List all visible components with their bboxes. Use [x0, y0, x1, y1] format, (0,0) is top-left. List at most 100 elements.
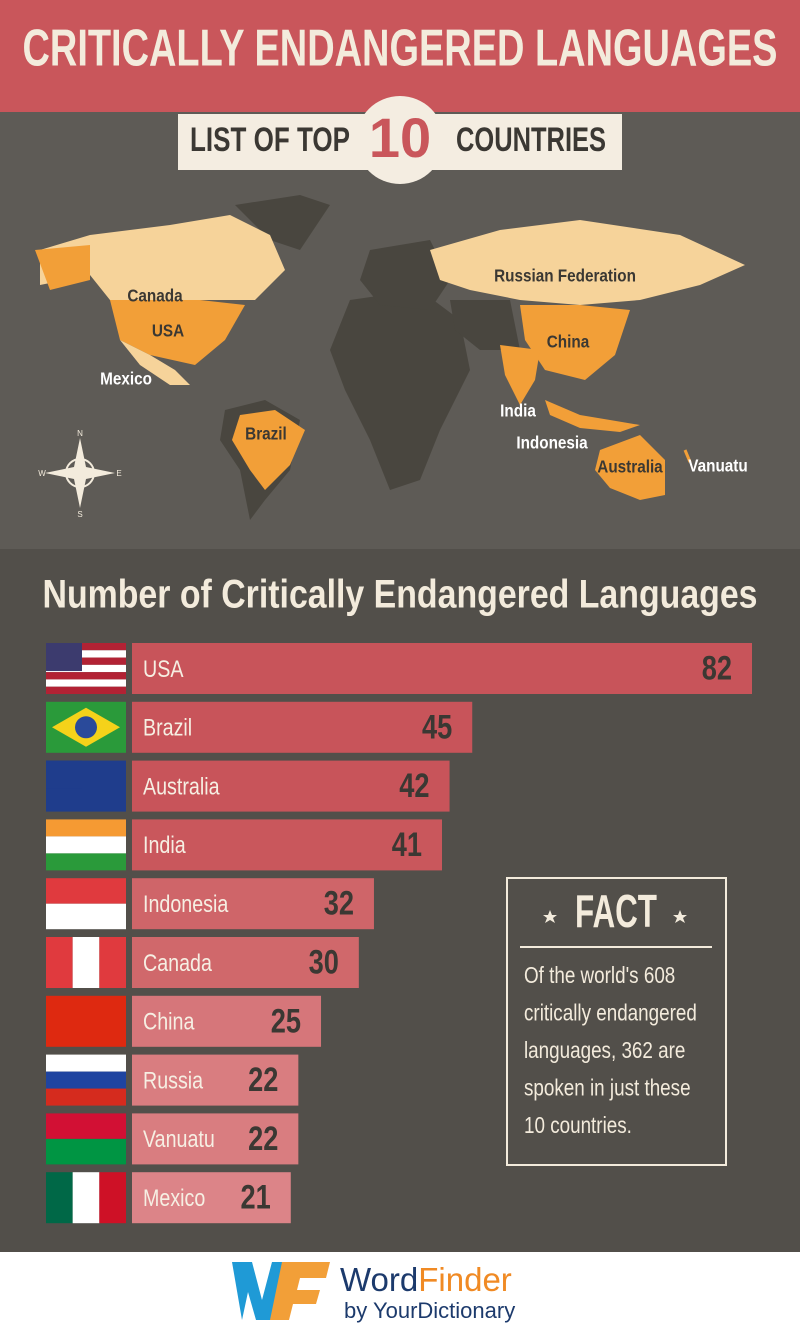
star: [543, 910, 557, 923]
flag-canton: [46, 643, 82, 672]
flag-stripe: [46, 679, 126, 687]
compass-letter: W: [38, 469, 46, 478]
fact-box: FACT: [506, 877, 727, 1166]
bar: [132, 643, 752, 694]
compass-star: [45, 438, 115, 508]
title: CRITICALLY ENDANGERED LANGUAGES: [23, 20, 778, 78]
flag-stripe: [46, 1088, 126, 1106]
flag-stripe: [46, 643, 126, 651]
flag-stripe: [46, 1172, 73, 1224]
header-band: [0, 0, 800, 112]
category-label: Australia: [143, 773, 220, 800]
bar: [132, 701, 473, 753]
category-label: Vanuatu: [143, 1125, 215, 1152]
fact-line: languages, 362 are: [524, 1038, 685, 1063]
map-label: India: [500, 401, 536, 421]
number-circle: [356, 96, 444, 184]
subtitle-number: 10: [369, 106, 431, 169]
compass-ring: [65, 458, 95, 488]
flag: [46, 878, 126, 930]
flag: [46, 1113, 126, 1165]
bar: [132, 995, 322, 1047]
china-shape: [520, 305, 630, 380]
india-shape: [500, 345, 540, 405]
map-label: Russian Federation: [494, 266, 636, 286]
bar: [132, 819, 442, 871]
australia-shape: [595, 435, 665, 500]
map-label: China: [547, 332, 590, 352]
category-label: Canada: [143, 949, 213, 976]
flag-stripe: [99, 1172, 126, 1224]
chart-title: Number of Critically Endangered Language…: [43, 573, 758, 617]
bar: [132, 878, 374, 930]
flag-stripe: [46, 878, 126, 904]
flag-stripe: [46, 903, 126, 930]
africa: [330, 290, 470, 490]
flag-stripe: [46, 650, 126, 658]
flag-stripe: [46, 995, 126, 1047]
flag: [46, 937, 126, 988]
mexico-shape: [120, 340, 190, 385]
flag-stripe: [72, 937, 100, 988]
bar: [132, 1172, 291, 1224]
flag-stripe: [46, 657, 126, 665]
star: [673, 910, 687, 923]
category-label: Indonesia: [143, 890, 229, 917]
category-label: Russia: [143, 1067, 204, 1094]
flag-stripe: [46, 819, 126, 837]
map-label: Canada: [127, 286, 183, 306]
flag-stripe: [46, 664, 126, 673]
map-label: Indonesia: [516, 433, 588, 453]
fact-border: [506, 877, 727, 1166]
map-label: Australia: [597, 457, 663, 477]
category-label: Mexico: [143, 1184, 205, 1211]
footer-background: [0, 1252, 800, 1329]
flag-stripe: [46, 1054, 126, 1072]
europe: [360, 240, 450, 310]
flag-stripe: [46, 672, 126, 680]
fact-line: critically endangered: [524, 1001, 697, 1026]
map-label: Brazil: [245, 424, 287, 444]
value-label: 21: [241, 1178, 271, 1217]
flag-stripe: [46, 836, 126, 854]
compass-letter: E: [116, 469, 121, 478]
subtitle-prefix: LIST OF TOP: [190, 121, 350, 159]
flag-stripe: [99, 937, 126, 988]
middle-east: [450, 300, 520, 350]
compass-letter: N: [77, 429, 83, 438]
category-label: China: [143, 1008, 195, 1035]
bar: [132, 1054, 299, 1106]
flag-stripe: [72, 1172, 100, 1224]
fact-line: spoken in just these: [524, 1076, 691, 1101]
bar: [132, 1113, 299, 1165]
flag: [46, 1172, 126, 1224]
flag-stripe: [46, 937, 73, 988]
greenland: [235, 195, 330, 250]
compass-letter: S: [77, 510, 82, 519]
flag: [46, 760, 126, 812]
category-label: Brazil: [143, 714, 192, 741]
bar: [132, 760, 450, 812]
flag: [46, 995, 126, 1047]
value-label: 22: [248, 1119, 278, 1158]
usa-shape: [110, 300, 245, 365]
value-label: 22: [248, 1060, 278, 1099]
logo-word-part: Word: [340, 1261, 418, 1298]
alaska-shape: [35, 245, 90, 290]
compass: [45, 438, 115, 508]
value-label: 45: [422, 707, 452, 746]
indonesia-shape: [545, 400, 640, 432]
value-label: 32: [324, 884, 354, 923]
canada-shape: [40, 215, 285, 300]
fact-heading: FACT: [575, 885, 657, 937]
value-label: 25: [271, 1001, 301, 1040]
logo: WordFinder by YourDictionary: [232, 1261, 515, 1323]
russia-shape: [430, 220, 745, 305]
category-label: USA: [143, 655, 184, 682]
category-label: India: [143, 831, 186, 858]
subtitle-badge: LIST OF TOP 10 COUNTRIES: [178, 96, 622, 184]
map: [35, 195, 745, 520]
vanuatu-shape: [683, 449, 692, 463]
fact-line: Of the world's 608: [524, 963, 675, 988]
